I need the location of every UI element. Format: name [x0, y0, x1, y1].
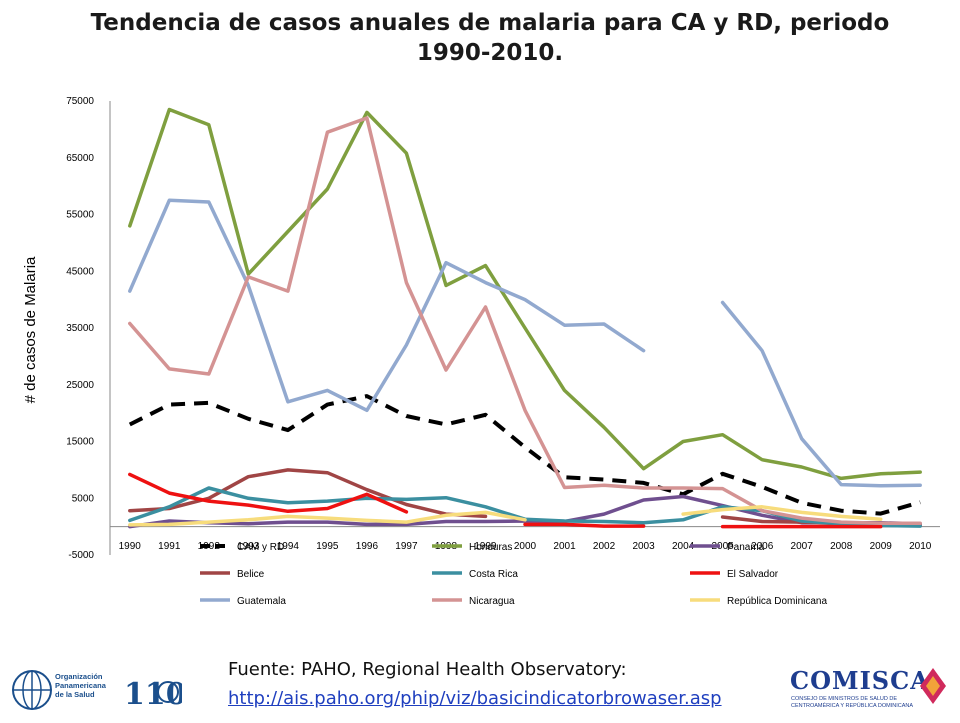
x-tick-label: 2001	[553, 541, 576, 552]
x-tick-label: 2008	[830, 541, 853, 552]
chart-legend: CAM y RD Honduras Panamá Belice Costa Rica El…	[200, 542, 827, 607]
legend-label: El Salvador	[727, 569, 779, 580]
source-link[interactable]: http://ais.paho.org/phip/viz/basicindica…	[228, 688, 722, 709]
x-tick-label: 2004	[672, 541, 695, 552]
x-tick-label: 1996	[356, 541, 379, 552]
paho-logo-text: Organización Panamericana de la Salud	[55, 672, 106, 699]
line-chart: -5000 5000 15000 25000 35000 45000 55000 65000 7…	[66, 96, 940, 607]
x-tick-label: 2007	[791, 541, 814, 552]
x-tick-label: 2010	[909, 541, 932, 552]
chart-axes: -5000 5000 15000 25000 35000 45000 55000 65000 7…	[66, 96, 940, 561]
x-tick-label: 1999	[474, 541, 497, 552]
x-tick-label: 1995	[316, 541, 339, 552]
chart-title: Tendencia de casos anuales de malaria pa…	[90, 10, 890, 66]
anniversary-number: 110	[124, 677, 182, 712]
x-tick-label: 2000	[514, 541, 537, 552]
x-tick-label: 1997	[395, 541, 418, 552]
legend-label: Belice	[237, 569, 265, 580]
x-tick-label: 1994	[277, 541, 300, 552]
y-tick-label: 55000	[66, 210, 94, 221]
source-note: Fuente: PAHO, Regional Health Observator…	[228, 655, 722, 713]
y-tick-label: 75000	[66, 96, 94, 107]
paho-line-3: de la Salud	[55, 690, 95, 699]
anniversary-logo: 110	[122, 670, 187, 718]
series-line-0	[128, 394, 921, 516]
x-tick-label: 1990	[119, 541, 142, 552]
y-tick-label: 5000	[72, 493, 95, 504]
y-tick-label: 25000	[66, 380, 94, 391]
legend-label: CAM y RD	[237, 542, 284, 553]
series-line-5	[128, 472, 409, 514]
paho-globe-icon	[12, 670, 52, 710]
x-tick-label: 2006	[751, 541, 774, 552]
y-tick-label: 15000	[66, 437, 94, 448]
source-label: Fuente: PAHO, Regional Health Observator…	[228, 659, 627, 680]
comisca-subtitle: CONSEJO DE MINISTROS DE SALUD DE CENTROA…	[791, 696, 914, 709]
legend-label: Nicaragua	[469, 596, 515, 607]
series-line-6	[128, 198, 646, 413]
anniversary-110-icon: 110	[124, 677, 187, 712]
paho-logo: Organización Panamericana de la Salud	[10, 666, 120, 718]
legend-label: República Dominicana	[727, 596, 827, 607]
y-tick-label: 35000	[66, 323, 94, 334]
comisca-diamond-icon	[920, 668, 946, 704]
paho-line-2: Panamericana	[55, 681, 106, 690]
legend-label: Guatemala	[237, 596, 286, 607]
series-line-3	[128, 468, 488, 519]
legend-label: Honduras	[469, 542, 512, 553]
x-tick-label: 2005	[711, 541, 734, 552]
series-line-8	[128, 510, 527, 527]
x-tick-label: 1993	[237, 541, 260, 552]
y-tick-label: -5000	[68, 550, 94, 561]
x-tick-label: 2002	[593, 541, 616, 552]
x-tick-label: 2003	[632, 541, 655, 552]
series-line-1	[128, 107, 922, 481]
x-tick-label: 1991	[158, 541, 181, 552]
paho-line-1: Organización	[55, 672, 103, 681]
comisca-wordmark: COMISCA	[790, 666, 930, 695]
series-line-6	[720, 300, 922, 488]
x-tick-label: 2009	[870, 541, 893, 552]
chart-series	[128, 107, 922, 529]
series-line-8	[681, 505, 883, 521]
series-line-5	[523, 522, 646, 528]
legend-label: Costa Rica	[469, 569, 518, 580]
y-tick-label: 45000	[66, 266, 94, 277]
legend-label: Panamá	[727, 542, 765, 553]
series-line-7	[128, 116, 922, 525]
y-axis-label: # de casos de Malaria	[22, 256, 39, 404]
comisca-logo: COMISCA CONSEJO DE MINISTROS DE SALUD DE…	[790, 660, 950, 716]
y-tick-label: 65000	[66, 153, 94, 164]
